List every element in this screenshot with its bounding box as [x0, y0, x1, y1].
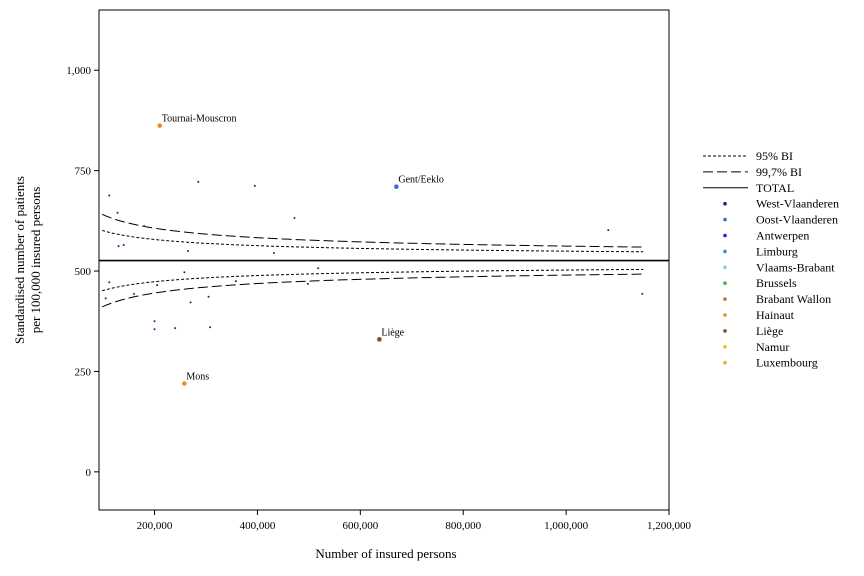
ci95-upper-line: [101, 229, 644, 253]
y-tick-label: 750: [75, 166, 92, 178]
point-label: Mons: [186, 371, 209, 382]
point-label: Gent/Eeklo: [398, 175, 444, 186]
data-point: [108, 194, 111, 197]
x-tick-label: 600,000: [342, 520, 378, 532]
data-point: [207, 295, 210, 298]
data-point-highlighted: [157, 123, 163, 128]
legend-label: Brussels: [756, 276, 797, 290]
x-tick-label: 400,000: [240, 520, 276, 532]
legend-swatch-marker: [723, 217, 727, 222]
legend-label: Hainaut: [756, 308, 795, 322]
legend-label: 95% BI: [756, 149, 793, 163]
legend-label: Liège: [756, 324, 783, 338]
data-point: [143, 225, 146, 228]
y-axis-title-line2: per 100,000 insured persons: [28, 187, 43, 334]
y-tick-label: 0: [86, 467, 92, 479]
x-tick-label: 800,000: [445, 520, 481, 532]
data-point: [132, 292, 135, 295]
legend-label: Oost-Vlaanderen: [756, 213, 838, 227]
data-point: [174, 327, 177, 330]
legend-swatch-marker: [723, 360, 727, 365]
legend-label: Limburg: [756, 244, 798, 258]
data-point: [272, 251, 275, 254]
data-point: [156, 284, 159, 287]
data-point: [317, 267, 320, 270]
data-point: [186, 249, 189, 252]
data-point: [122, 243, 125, 246]
y-axis-title-line1: Standardised number of patients: [12, 176, 27, 344]
data-point: [234, 280, 237, 283]
legend-swatch-marker: [723, 265, 727, 270]
legend-label: Brabant Wallon: [756, 292, 831, 306]
data-point: [108, 281, 111, 284]
data-point: [607, 229, 610, 232]
data-point-highlighted: [182, 381, 187, 386]
data-point: [306, 282, 309, 285]
data-point: [117, 245, 120, 248]
ci997-lower-line: [101, 273, 644, 308]
y-axis-title: Standardised number of patients per 100,…: [12, 176, 43, 344]
x-tick-label: 200,000: [137, 520, 173, 532]
legend-swatch-marker: [723, 329, 727, 333]
legend-label: West-Vlaanderen: [756, 197, 839, 211]
x-tick-label: 1,200,000: [647, 520, 692, 532]
ci997-upper-line: [101, 213, 644, 248]
data-point-highlighted: [377, 337, 382, 342]
x-tick-label: 1,000,000: [544, 520, 589, 532]
y-tick-label: 250: [75, 366, 92, 378]
data-point: [641, 292, 644, 295]
data-point-highlighted: [394, 184, 399, 190]
data-point: [209, 326, 212, 329]
data-point: [183, 271, 186, 274]
point-label: Liège: [381, 327, 404, 338]
legend-label: Luxembourg: [756, 356, 818, 370]
legend-swatch-marker: [723, 201, 727, 206]
legend-swatch-marker: [723, 281, 727, 286]
legend-label: TOTAL: [756, 181, 794, 195]
x-axis-title: Number of insured persons: [315, 546, 456, 561]
legend-swatch-marker: [723, 313, 727, 317]
data-point: [293, 217, 296, 220]
y-tick-label: 1,000: [66, 65, 91, 77]
legend-swatch-marker: [723, 345, 727, 349]
data-point: [116, 211, 119, 214]
legend-swatch-marker: [723, 297, 727, 301]
data-point: [153, 328, 156, 331]
legend-label: 99,7% BI: [756, 165, 802, 179]
data-point: [153, 320, 156, 323]
ci95-lower-line: [101, 268, 644, 292]
data-point: [197, 180, 200, 183]
legend-swatch-marker: [723, 249, 727, 254]
legend-label: Namur: [756, 340, 789, 354]
data-point: [253, 184, 256, 187]
point-label: Tournai-Mouscron: [162, 114, 237, 125]
data-point: [104, 297, 107, 300]
y-tick-label: 500: [75, 266, 92, 278]
legend-label: Vlaams-Brabant: [756, 260, 835, 274]
data-point: [189, 301, 192, 304]
legend-label: Antwerpen: [756, 229, 809, 243]
legend-swatch-marker: [723, 233, 727, 238]
